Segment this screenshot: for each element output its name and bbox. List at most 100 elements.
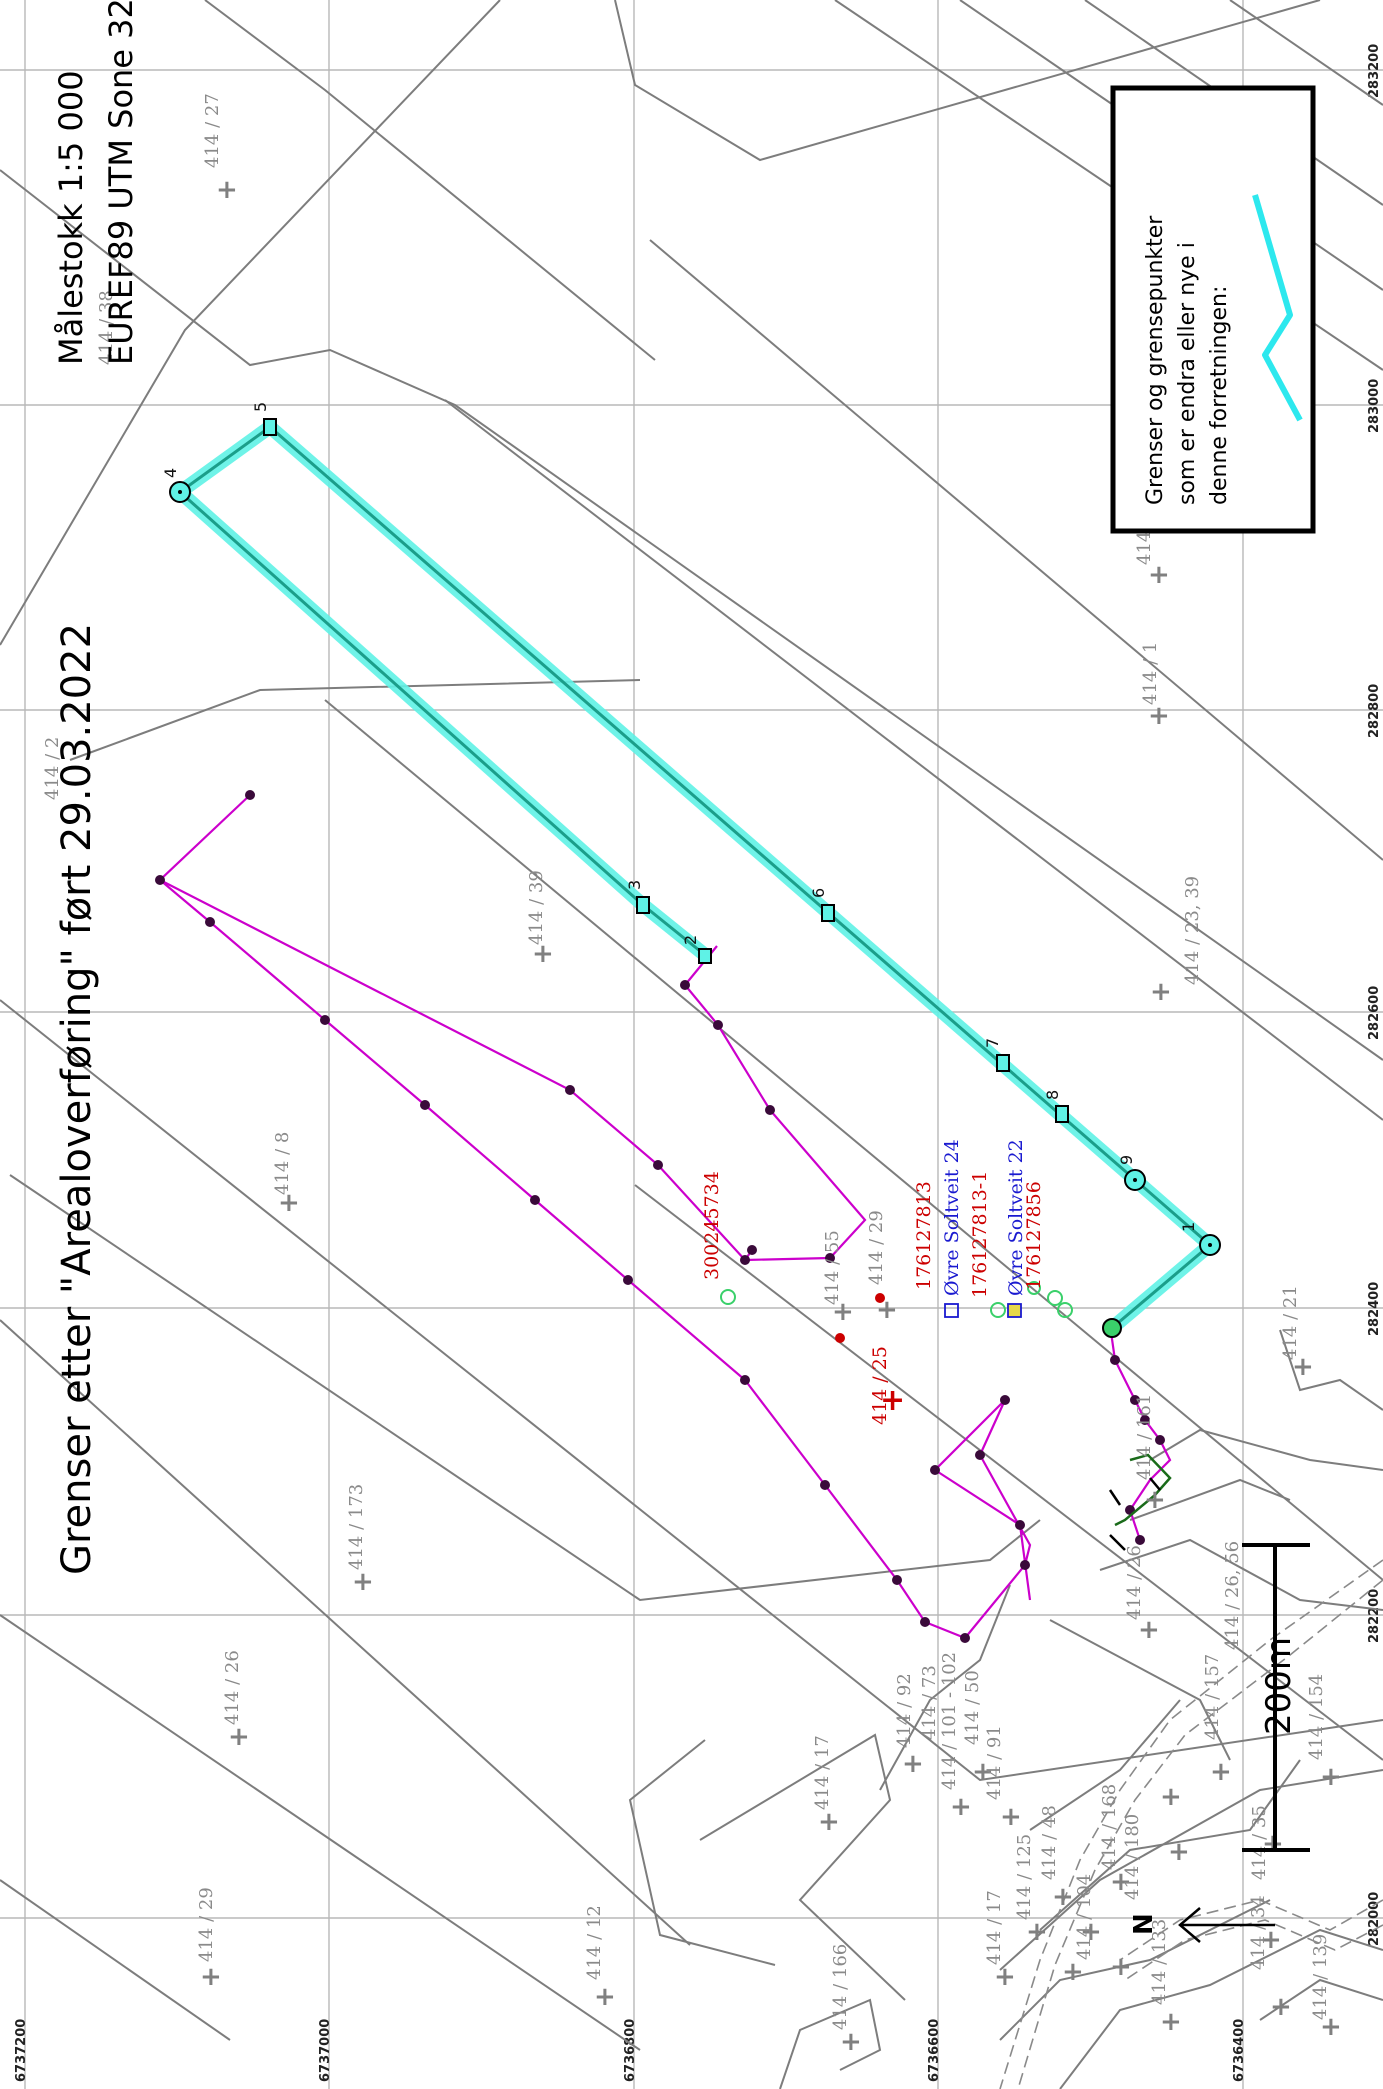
easting-label: 282800 xyxy=(1367,684,1382,738)
parcel-label: 414 / 101 - 102 xyxy=(939,1652,960,1790)
svg-text:+: + xyxy=(1150,977,1172,1007)
point-number: 6 xyxy=(809,888,828,898)
svg-text:+: + xyxy=(840,2027,862,2057)
red-label: 176127813-1 xyxy=(969,1171,991,1298)
svg-text:+: + xyxy=(532,939,554,969)
northing-label: 6736600 xyxy=(927,2019,942,2082)
parcel-label: 414 / 154 xyxy=(1306,1674,1327,1760)
parcel-label: 414 / 26, 56 xyxy=(1222,1541,1243,1650)
point-number: 4 xyxy=(161,468,180,478)
svg-text:+: + xyxy=(1262,1829,1284,1859)
parcel-label: 414 / 157 xyxy=(1202,1654,1223,1740)
parcel-label: 414 / 26 xyxy=(222,1650,243,1725)
parcel-label: 414 / 48 xyxy=(1039,1805,1060,1880)
svg-text:+: + xyxy=(1026,1917,1048,1947)
parcel-label: 414 xyxy=(1134,531,1155,565)
address-label: Øvre Soltveit 22 xyxy=(1005,1139,1027,1296)
svg-text:+: + xyxy=(1210,1757,1232,1787)
easting-label: 282000 xyxy=(1367,1892,1382,1946)
parcel-label: 414 / 50 xyxy=(962,1670,983,1745)
parcel-labels: + 414 / 27 414 / 38 414 / 2 + 414 / 39 +… xyxy=(42,93,1342,2057)
red-cross-icon: + xyxy=(880,1383,905,1418)
scale-bar xyxy=(1242,1543,1310,1852)
svg-text:+: + xyxy=(1320,2012,1342,2042)
svg-text:+: + xyxy=(1080,1917,1102,1947)
parcel-label: 414 / 104 xyxy=(1074,1874,1095,1960)
scale-text: Målestokk 1:5 000 xyxy=(52,70,90,365)
parcel-label: 414 / 34 xyxy=(1248,1895,1269,1970)
svg-text:+: + xyxy=(876,1295,898,1325)
legend-line-2: som er endra eller nye i xyxy=(1175,242,1200,505)
red-label: 176127856 xyxy=(1023,1181,1045,1290)
parcel-label: 414 / 125 xyxy=(1014,1834,1035,1920)
svg-text:+: + xyxy=(1148,701,1170,731)
svg-text:+: + xyxy=(1138,1615,1160,1645)
svg-text:+: + xyxy=(352,1567,374,1597)
point-number: 7 xyxy=(983,1038,1002,1048)
boundary-point-markers xyxy=(155,790,1165,1643)
parcel-label: 414 / 55 xyxy=(822,1230,843,1305)
parcel-label: 414 / 26 xyxy=(1124,1545,1145,1620)
svg-text:+: + xyxy=(1110,1867,1132,1897)
svg-text:+: + xyxy=(1260,1925,1282,1955)
point-number: 5 xyxy=(251,402,270,412)
legend-line-sample xyxy=(1252,194,1303,422)
easting-label: 282400 xyxy=(1367,1282,1382,1336)
legend-line-1: Grenser og grensepunkter xyxy=(1143,215,1168,505)
parcel-label: 414 / 133 xyxy=(1149,1919,1170,2005)
northing-label: 6737200 xyxy=(14,2019,29,2082)
svg-text:+: + xyxy=(1148,560,1170,590)
parcel-label: 414 / 166 xyxy=(830,1944,851,2030)
svg-text:+: + xyxy=(1270,1992,1292,2022)
parcel-label: 414 / 73 xyxy=(919,1665,940,1740)
svg-text:+: + xyxy=(200,1962,222,1992)
parcel-label: 414 / 173 xyxy=(346,1484,367,1570)
parcel-label: 414 / 1 xyxy=(1140,642,1161,705)
red-label: 414 / 25 xyxy=(869,1346,891,1425)
red-label: 300245734 xyxy=(701,1171,723,1280)
svg-text:+: + xyxy=(278,1188,300,1218)
parcel-label: 414 / 91 xyxy=(984,1725,1005,1800)
svg-text:+: + xyxy=(818,1807,840,1837)
roads xyxy=(999,1559,1383,2089)
svg-text:+: + xyxy=(1160,2007,1182,2037)
svg-text:+: + xyxy=(902,1749,924,1779)
svg-text:+: + xyxy=(1052,1882,1074,1912)
parcel-label: 414 / 180 xyxy=(1122,1814,1143,1900)
parcel-label: 414 / 139 xyxy=(1310,1934,1331,2020)
legend: Grenser og grensepunkter som er endra el… xyxy=(1110,85,1316,534)
point-number: 8 xyxy=(1043,1090,1062,1100)
svg-text:+: + xyxy=(1292,1352,1314,1382)
changed-boundaries xyxy=(173,420,1217,1334)
svg-text:+: + xyxy=(994,1962,1016,1992)
northing-label: 6736400 xyxy=(1232,2019,1247,2082)
svg-text:+: + xyxy=(950,1792,972,1822)
parcel-label: 414 / 161 xyxy=(1134,1394,1155,1480)
easting-label: 283000 xyxy=(1367,379,1382,433)
svg-text:+: + xyxy=(1110,1952,1132,1982)
svg-text:+: + xyxy=(1000,1802,1022,1832)
map-title: Grenser etter "Arealoverføring" ført 29.… xyxy=(54,623,100,1575)
svg-text:+: + xyxy=(1062,1957,1084,1987)
legend-line-3: denne forretningen: xyxy=(1207,286,1232,505)
parcel-label: 414 / 168 xyxy=(1099,1784,1120,1870)
parcel-label: 414 / 17 xyxy=(984,1890,1005,1965)
easting-label: 282200 xyxy=(1367,1589,1382,1643)
parcel-label: 414 / 27 xyxy=(202,93,223,168)
point-number: 2 xyxy=(681,935,700,945)
svg-text:+: + xyxy=(228,1722,250,1752)
point-number: 3 xyxy=(625,880,644,890)
northing-label: 6736800 xyxy=(623,2019,638,2082)
parcel-label: 414 / 92 xyxy=(894,1673,915,1748)
parcel-label: 414 / 2 xyxy=(42,737,63,800)
svg-text:+: + xyxy=(972,1757,994,1787)
parcel-label: 414 / 39 xyxy=(526,870,547,945)
north-label: N xyxy=(1129,1913,1159,1935)
svg-text:+: + xyxy=(216,175,238,205)
easting-label: 283200 xyxy=(1367,44,1382,98)
point-number: 1 xyxy=(1179,1222,1198,1232)
numbered-boundary-points xyxy=(169,418,1221,1338)
svg-text:+: + xyxy=(1320,1762,1342,1792)
parcel-label: 414 / 35 xyxy=(1249,1805,1270,1880)
